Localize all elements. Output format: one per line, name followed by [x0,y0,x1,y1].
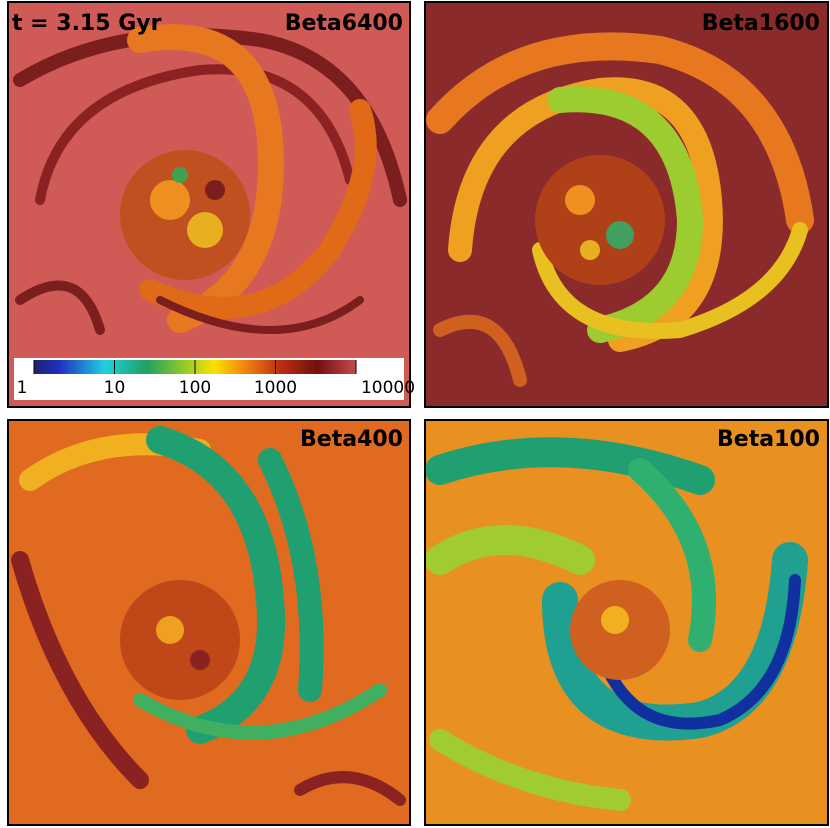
panel-image [425,2,828,407]
colorbar-tick-label: 10 [104,378,126,398]
panel-frame [7,419,411,826]
panel-image [8,2,410,407]
colorbar-tick-label: 1000 [254,378,297,398]
panel-image [425,420,828,825]
colorbar-tick-label: 1 [17,378,28,398]
panel-image [8,420,410,825]
colorbar-tick-label: 10000 [361,378,415,398]
time-label: t = 3.15 Gyr [12,11,162,36]
panel-frame [7,1,411,408]
panel-label: Beta400 [300,427,403,452]
panel-label: Beta1600 [702,11,820,36]
panel-label: Beta100 [717,427,820,452]
panel-frame [424,419,829,826]
colorbar-tick-label: 100 [179,378,211,398]
panel-frame [424,1,829,408]
panel-label: Beta6400 [285,11,403,36]
